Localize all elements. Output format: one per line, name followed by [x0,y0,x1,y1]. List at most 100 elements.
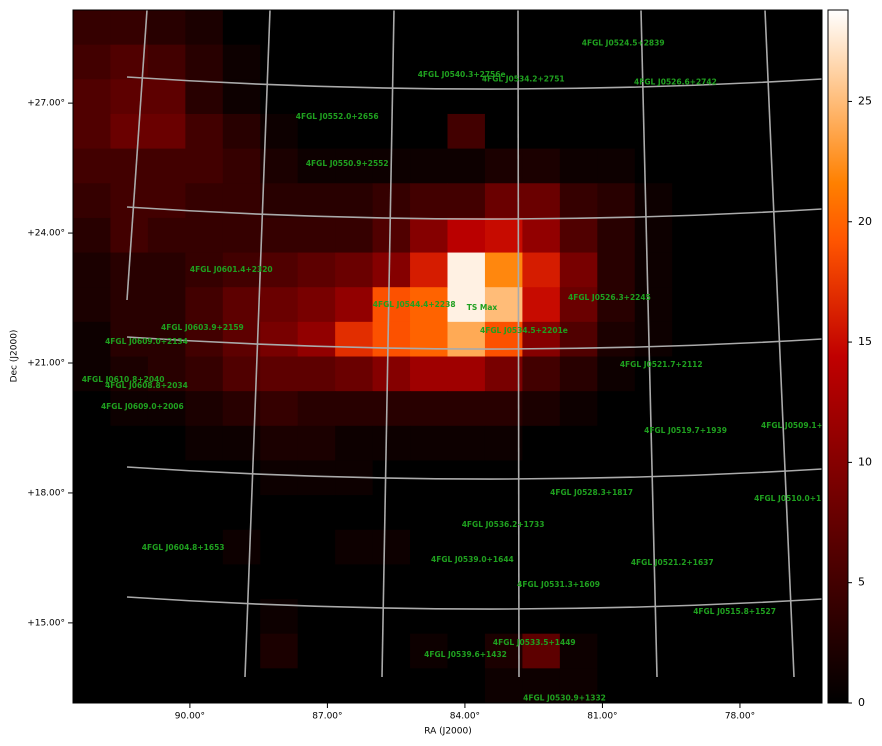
heatmap-cell [110,217,149,254]
heatmap-cell [559,287,598,323]
heatmap-cell [447,425,486,461]
heatmap-cell [522,633,561,669]
heatmap-cell [672,668,711,704]
heatmap-cell [484,599,523,635]
heatmap-cell [110,599,149,635]
heatmap-cell [784,287,823,323]
heatmap-cell [222,79,261,115]
heatmap-cell [672,183,711,219]
heatmap-cell [484,113,523,150]
heatmap-cell [410,44,448,80]
heatmap-cell [222,113,261,150]
heatmap-cell [672,425,711,461]
x-tick-label: 81.00° [587,712,617,722]
source-label: 4FGL J0519.7+1939 [644,426,727,435]
heatmap-cell [559,599,598,635]
heatmap-cell [709,425,748,461]
heatmap-cell [597,495,636,531]
heatmap-cell [784,633,823,669]
heatmap-cell [73,183,111,219]
heatmap-cell [709,217,748,254]
heatmap-cell [185,113,224,150]
heatmap-cell [410,668,448,704]
heatmap-cell [73,564,111,600]
source-label: 4FGL J0509.1+1 [761,421,828,430]
heatmap-cell [747,425,786,461]
heatmap-cell [672,217,711,254]
heatmap-cell [672,495,711,531]
heatmap-cell [410,633,448,669]
heatmap-cell [522,10,561,46]
heatmap-cell [260,529,299,565]
heatmap-cell [672,633,711,669]
heatmap-cell [147,495,186,531]
heatmap-cell [709,460,748,496]
heatmap-cell [559,391,598,427]
heatmap-cell [634,425,673,461]
heatmap-cell [484,633,523,669]
heatmap-cell [222,633,261,669]
heatmap-cell [709,633,748,669]
heatmap-cell [410,10,448,46]
heatmap-cell [372,391,411,427]
heatmap-cell [784,79,823,115]
heatmap-cell [672,287,711,323]
heatmap-cell [672,321,711,357]
heatmap-cell [185,44,224,80]
heatmap-cell [222,460,261,496]
heatmap-cell [559,668,598,704]
heatmap-cell [522,495,561,531]
heatmap-cell [484,668,523,704]
heatmap-cell [222,217,261,254]
heatmap-cell [147,633,186,669]
heatmap-cell [784,252,823,288]
heatmap-cell [297,10,336,46]
heatmap-cell [110,148,149,184]
heatmap-cell [784,113,823,150]
heatmap-cell [634,356,673,392]
x-tick-label: 78.00° [725,712,755,722]
x-tick-label: 84.00° [450,712,480,722]
heatmap-cell [672,391,711,427]
heatmap-cell [709,321,748,357]
heatmap-cell [410,599,448,635]
heatmap-cell [634,217,673,254]
heatmap-cell [522,287,561,323]
heatmap-cell [522,599,561,635]
heatmap-cell [335,321,374,357]
source-label: 4FGL J0524.5+2839 [582,38,665,47]
y-tick-label: +24.00° [27,229,65,239]
source-label: 4FGL J0534.5+2201e [480,326,568,335]
x-axis-label: RA (J2000) [424,727,472,737]
source-label: 4FGL J0552.0+2656 [296,112,379,121]
heatmap-cell [634,391,673,427]
heatmap-cell [784,425,823,461]
heatmap-cell [73,113,111,150]
heatmap-cell [185,564,224,600]
heatmap-cell [559,633,598,669]
heatmap-cell [372,668,411,704]
heatmap-cell [784,356,823,392]
heatmap-cell [597,529,636,565]
heatmap-cell [522,183,561,219]
source-label: 4FGL J0539.6+1432 [424,650,507,659]
heatmap-cell [484,391,523,427]
heatmap-cell [597,287,636,323]
source-label: 4FGL J0521.7+2112 [620,360,703,369]
heatmap-cell [410,564,448,600]
source-label: 4FGL J0550.9+2552 [306,159,389,168]
heatmap-cell [297,425,336,461]
heatmap-cell [410,425,448,461]
heatmap-cell [410,113,448,150]
heatmap-cell [73,529,111,565]
source-label: 4FGL J0601.4+2320 [190,265,273,274]
heatmap-cell [73,599,111,635]
heatmap-cell [484,425,523,461]
heatmap-cell [522,564,561,600]
heatmap-cell [185,460,224,496]
heatmap-cell [559,356,598,392]
heatmap-cell [185,495,224,531]
heatmap-cell [110,633,149,669]
heatmap-cell [372,217,411,254]
heatmap-cell [110,668,149,704]
